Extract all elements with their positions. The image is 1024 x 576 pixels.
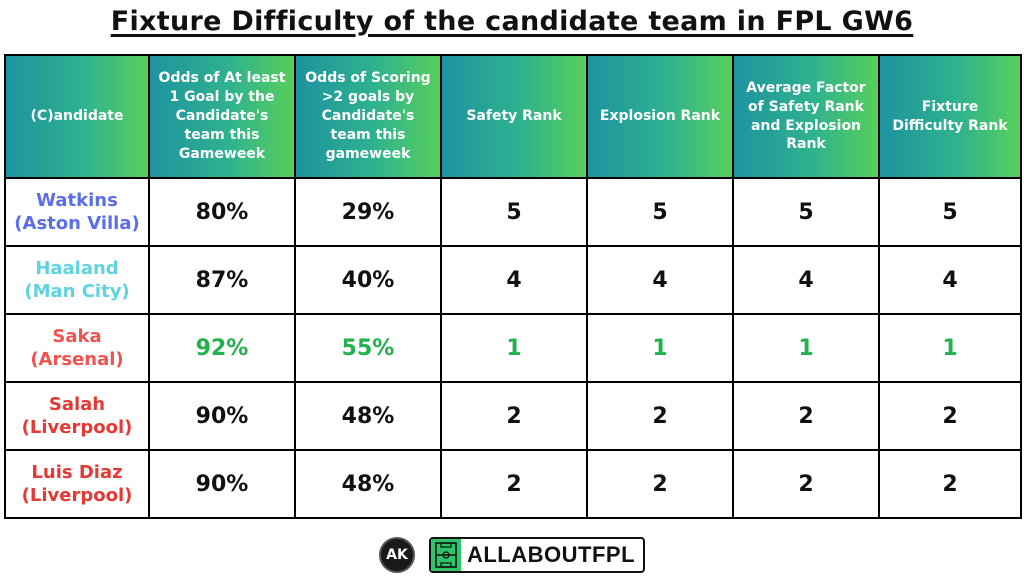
candidate-cell: Saka (Arsenal) xyxy=(4,313,150,383)
footer: AK ALLABOUTFPL xyxy=(0,537,1024,573)
candidate-name: Luis Diaz xyxy=(31,461,123,483)
page-title: Fixture Difficulty of the candidate team… xyxy=(110,6,914,37)
average-factor-cell: 4 xyxy=(732,245,880,315)
average-factor-cell: 5 xyxy=(732,177,880,247)
candidate-name: Haaland xyxy=(35,257,119,279)
brand-name: ALLABOUTFPL xyxy=(466,542,636,567)
safety-rank-cell: 5 xyxy=(440,177,588,247)
fixture-difficulty-rank-cell: 4 xyxy=(878,245,1022,315)
odds-over-two-goals-cell: 55% xyxy=(294,313,442,383)
candidate-name: Watkins xyxy=(36,189,118,211)
odds-over-two-goals-cell: 48% xyxy=(294,381,442,451)
header-row: (C)andidate Odds of At least 1 Goal by t… xyxy=(4,54,1022,179)
table-row: Haaland (Man City) 87% 40% 4 4 4 4 xyxy=(4,245,1022,315)
candidate-team: (Liverpool) xyxy=(21,485,133,506)
safety-rank-cell: 1 xyxy=(440,313,588,383)
allaboutfpl-logo: ALLABOUTFPL xyxy=(428,537,646,573)
explosion-rank-cell: 2 xyxy=(586,449,734,519)
safety-rank-cell: 2 xyxy=(440,449,588,519)
safety-rank-cell: 2 xyxy=(440,381,588,451)
candidate-cell: Salah (Liverpool) xyxy=(4,381,150,451)
fixture-difficulty-rank-cell: 2 xyxy=(878,381,1022,451)
safety-rank-cell: 4 xyxy=(440,245,588,315)
fixture-difficulty-rank-cell: 2 xyxy=(878,449,1022,519)
candidate-cell: Watkins (Aston Villa) xyxy=(4,177,150,247)
explosion-rank-cell: 5 xyxy=(586,177,734,247)
header-safety-rank: Safety Rank xyxy=(440,54,588,179)
header-odds-one-goal: Odds of At least 1 Goal by the Candidate… xyxy=(148,54,296,179)
header-explosion-rank: Explosion Rank xyxy=(586,54,734,179)
header-candidate: (C)andidate xyxy=(4,54,150,179)
header-fixture-difficulty-rank: Fixture Difficulty Rank xyxy=(878,54,1022,179)
candidate-team: (Man City) xyxy=(24,281,130,302)
candidate-name: Salah xyxy=(48,393,106,415)
candidate-team: (Arsenal) xyxy=(30,349,124,370)
table-row: Saka (Arsenal) 92% 55% 1 1 1 1 xyxy=(4,313,1022,383)
table-row: Salah (Liverpool) 90% 48% 2 2 2 2 xyxy=(4,381,1022,451)
odds-over-two-goals-cell: 48% xyxy=(294,449,442,519)
fixture-difficulty-table: (C)andidate Odds of At least 1 Goal by t… xyxy=(4,54,1022,519)
header-odds-over-two-goals: Odds of Scoring >2 goals by Candidate's … xyxy=(294,54,442,179)
odds-one-goal-cell: 87% xyxy=(148,245,296,315)
fixture-difficulty-rank-cell: 1 xyxy=(878,313,1022,383)
table-row: Watkins (Aston Villa) 80% 29% 5 5 5 5 xyxy=(4,177,1022,247)
odds-one-goal-cell: 80% xyxy=(148,177,296,247)
odds-one-goal-cell: 92% xyxy=(148,313,296,383)
table-row: Luis Diaz (Liverpool) 90% 48% 2 2 2 2 xyxy=(4,449,1022,519)
average-factor-cell: 2 xyxy=(732,381,880,451)
football-pitch-icon xyxy=(430,539,461,571)
candidate-team: (Liverpool) xyxy=(21,417,133,438)
odds-over-two-goals-cell: 40% xyxy=(294,245,442,315)
fixture-difficulty-rank-cell: 5 xyxy=(878,177,1022,247)
odds-one-goal-cell: 90% xyxy=(148,381,296,451)
candidate-name: Saka xyxy=(52,325,102,347)
ak-logo: AK xyxy=(378,537,415,573)
average-factor-cell: 2 xyxy=(732,449,880,519)
explosion-rank-cell: 2 xyxy=(586,381,734,451)
candidate-team: (Aston Villa) xyxy=(14,213,140,234)
average-factor-cell: 1 xyxy=(732,313,880,383)
candidate-cell: Luis Diaz (Liverpool) xyxy=(4,449,150,519)
header-average-factor: Average Factor of Safety Rank and Explos… xyxy=(732,54,880,179)
odds-over-two-goals-cell: 29% xyxy=(294,177,442,247)
odds-one-goal-cell: 90% xyxy=(148,449,296,519)
explosion-rank-cell: 1 xyxy=(586,313,734,383)
candidate-cell: Haaland (Man City) xyxy=(4,245,150,315)
explosion-rank-cell: 4 xyxy=(586,245,734,315)
